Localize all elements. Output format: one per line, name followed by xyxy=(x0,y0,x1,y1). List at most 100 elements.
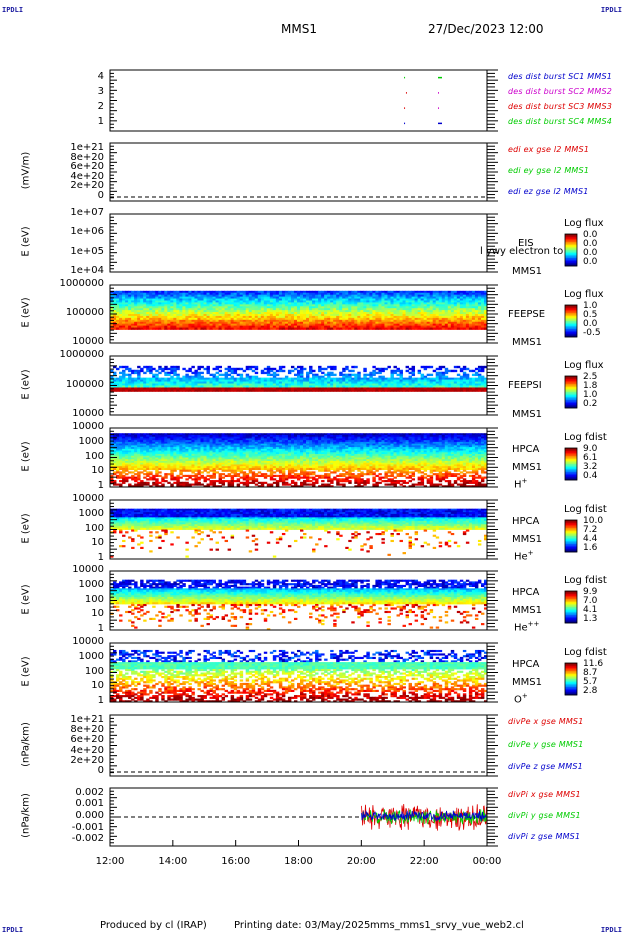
species-charge-panel-9: + xyxy=(521,692,528,700)
legend-entry-panel-10-2: divPe y gse MMS1 xyxy=(508,739,584,749)
colorbar-value-panel-6-3: 3.2 xyxy=(583,461,598,472)
panel-frame-panel-2 xyxy=(109,142,488,202)
xtick-label-3: 16:00 xyxy=(221,856,251,867)
panel-ticks-panel-10 xyxy=(110,714,498,777)
ytick-label-panel-8-3: 100 xyxy=(84,593,104,605)
ylabel-panel-10: (nPa/km) xyxy=(20,721,32,767)
species-charge-panel-8: ++ xyxy=(527,620,540,628)
instrument-label-panel-8-2: MMS1 xyxy=(512,605,542,616)
colorbar-value-panel-3-2: 0.0 xyxy=(583,238,598,249)
colorbar-value-panel-8-1: 9.9 xyxy=(583,587,598,597)
ytick-label-panel-10-6: 0 xyxy=(97,765,104,776)
instrument-label-panel-7-2: MMS1 xyxy=(512,534,542,545)
legend-entry-panel-10-3: divPe z gse MMS1 xyxy=(508,762,583,771)
xtick-label-4: 18:00 xyxy=(284,856,313,867)
ytick-label-panel-1-3: 2 xyxy=(97,101,104,113)
colorbar-value-panel-4-2: 0.5 xyxy=(583,309,598,320)
ytick-label-panel-7-4: 10 xyxy=(91,537,104,549)
colorbar-value-panel-6-2: 6.1 xyxy=(583,452,598,463)
colorbar-value-panel-7-2: 7.2 xyxy=(583,524,598,535)
legend-entry-panel-2-3: edi ez gse l2 MMS1 xyxy=(508,187,589,196)
panel-ticks-panel-8 xyxy=(110,570,498,631)
footer-printing-date: Printing date: 03/May/2025 xyxy=(234,920,371,931)
species-charge-panel-7: + xyxy=(527,549,534,557)
colorbar-panel-4 xyxy=(565,305,577,338)
panel-ticks-panel-2 xyxy=(110,142,498,202)
colorbar-title-panel-9: Log fdist xyxy=(564,647,607,658)
ytick-label-panel-9-4: 10 xyxy=(91,680,104,692)
instrument-label-panel-6-2: MMS1 xyxy=(512,462,542,473)
spectrogram-panel-9 xyxy=(110,649,488,703)
colorbar-value-panel-6-1: 9.0 xyxy=(583,444,598,454)
instrument-label-panel-3-1: EIS xyxy=(518,238,534,249)
ylabel-panel-5: E (eV) xyxy=(20,368,32,400)
legend-entry-panel-1-1: des dist burst SC1 MMS1 xyxy=(508,72,613,81)
spectrogram-panel-6 xyxy=(110,433,488,488)
ytick-label-panel-6-1: 10000 xyxy=(72,421,104,432)
panel-frame-panel-10 xyxy=(109,714,488,777)
ytick-label-panel-4-3: 10000 xyxy=(72,336,104,347)
legend-entry-panel-10-1: divPe x gse MMS1 xyxy=(508,717,584,726)
colorbar-panel-7 xyxy=(565,520,577,553)
ylabel-panel-11: (nPa/km) xyxy=(20,793,32,838)
ytick-label-panel-7-5: 1 xyxy=(97,552,104,563)
spectrogram-panel-7 xyxy=(110,508,488,558)
ytick-label-panel-2-6: 0 xyxy=(97,190,104,201)
ytick-label-panel-4-1: 1000000 xyxy=(59,278,104,289)
ytick-label-panel-6-4: 10 xyxy=(91,465,104,477)
ytick-label-panel-5-2: 100000 xyxy=(65,378,104,390)
colorbar-value-panel-3-3: 0.0 xyxy=(583,247,598,258)
spectrogram-panel-4 xyxy=(110,290,488,330)
colorbar-value-panel-7-4: 1.6 xyxy=(583,542,598,553)
legend-entry-panel-2-1: edi ex gse l2 MMS1 xyxy=(508,145,590,154)
ylabel-panel-4: E (eV) xyxy=(20,297,32,328)
panel-ticks-panel-11 xyxy=(110,787,498,847)
instrument-label-panel-6-1: HPCA xyxy=(512,444,540,455)
instrument-label-panel-4-2: MMS1 xyxy=(512,337,542,348)
colorbar-frame-panel-6 xyxy=(564,447,578,481)
ylabel-panel-7: E (eV) xyxy=(20,512,32,544)
footer-script-name: mms_mms1_srvy_vue_web2.cl xyxy=(370,920,524,931)
colorbar-value-panel-5-4: 0.2 xyxy=(583,398,598,409)
page-datetime: 27/Dec/2023 12:00 xyxy=(428,22,544,36)
xtick-label-6: 22:00 xyxy=(409,856,439,867)
colorbar-value-panel-8-2: 7.0 xyxy=(583,595,598,606)
ytick-label-panel-2-4: 4e+20 xyxy=(70,170,104,182)
colorbar-frame-panel-3 xyxy=(564,233,578,267)
ytick-label-panel-9-2: 1000 xyxy=(78,650,104,662)
instrument-label-panel-7-1: HPCA xyxy=(512,516,540,527)
ytick-label-panel-2-5: 2e+20 xyxy=(70,180,104,192)
panel-ticks-panel-7 xyxy=(110,499,498,560)
colorbar-title-panel-5: Log flux xyxy=(564,360,604,371)
colorbar-frame-panel-7 xyxy=(564,519,578,553)
ytick-label-panel-11-3: 0.000 xyxy=(75,810,104,821)
panel-ticks-panel-6 xyxy=(110,427,498,488)
corner-mark-tl: IPDLI xyxy=(2,6,24,14)
colorbar-title-panel-6: Log fdist xyxy=(564,432,607,443)
footer-produced-by: Produced by cl (IRAP) xyxy=(100,920,207,931)
colorbar-value-panel-4-3: 0.0 xyxy=(583,318,598,329)
ytick-label-panel-4-2: 100000 xyxy=(65,307,104,318)
colorbar-panel-5 xyxy=(565,376,577,409)
colorbar-value-panel-7-3: 4.4 xyxy=(583,533,598,544)
ytick-label-panel-3-3: 1e+05 xyxy=(70,245,104,257)
colorbar-frame-panel-5 xyxy=(564,375,578,409)
instrument-label-panel-4-1: FEEPSE xyxy=(508,309,546,320)
ytick-label-panel-5-1: 1000000 xyxy=(59,349,104,360)
instrument-label-panel-9-1: HPCA xyxy=(512,659,540,670)
ytick-label-panel-10-2: 8e+20 xyxy=(70,724,104,736)
colorbar-title-panel-8: Log fdist xyxy=(564,575,607,586)
colorbar-title-panel-4: Log flux xyxy=(564,289,604,300)
colorbar-value-panel-8-4: 1.3 xyxy=(583,613,598,624)
ytick-label-panel-10-5: 2e+20 xyxy=(70,754,104,766)
ylabel-panel-6: E (eV) xyxy=(20,440,32,472)
colorbar-value-panel-5-3: 1.0 xyxy=(583,389,598,400)
colorbar-frame-panel-9 xyxy=(564,662,578,696)
ytick-label-panel-6-3: 100 xyxy=(84,450,104,462)
colorbar-frame-panel-4 xyxy=(564,304,578,338)
ytick-label-panel-11-5: -0.002 xyxy=(71,833,104,845)
ytick-label-panel-8-4: 10 xyxy=(91,608,104,620)
colorbar-value-panel-9-2: 8.7 xyxy=(583,667,598,678)
ytick-label-panel-8-5: 1 xyxy=(97,623,104,634)
